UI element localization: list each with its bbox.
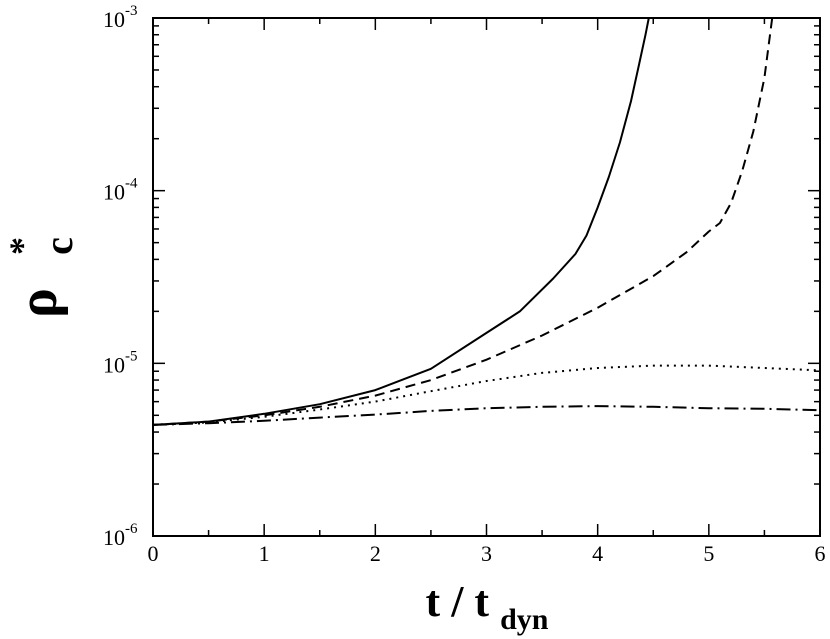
series-line-dashdot xyxy=(152,405,821,426)
y-tick-label-exponent: -5 xyxy=(125,348,138,364)
y-tick-label-base: 10 xyxy=(103,180,125,205)
axis-ticks xyxy=(152,17,821,537)
x-tick-label: 0 xyxy=(148,541,159,566)
y-axis-title-superscript: * xyxy=(2,237,42,255)
x-tick-label: 1 xyxy=(259,541,270,566)
x-axis-title-subscript: dyn xyxy=(500,603,549,636)
x-tick-label: 4 xyxy=(592,541,603,566)
series-line-dashed xyxy=(152,17,774,426)
y-tick-label-base: 10 xyxy=(103,525,125,550)
y-tick-label-exponent: -4 xyxy=(125,176,138,192)
x-axis-title: t / t dyn xyxy=(426,577,549,636)
series-line-solid xyxy=(152,17,650,426)
y-axis-title-subscript: c xyxy=(36,237,81,255)
x-tick-label: 3 xyxy=(481,541,492,566)
series-lines xyxy=(152,17,821,426)
y-tick-label-base: 10 xyxy=(103,7,125,32)
plot-frame xyxy=(152,17,821,537)
x-tick-label: 5 xyxy=(703,541,714,566)
y-axis-title-main: ρ xyxy=(7,288,69,318)
x-tick-label: 2 xyxy=(370,541,381,566)
x-tick-label: 6 xyxy=(815,541,826,566)
y-tick-label-exponent: -3 xyxy=(125,3,138,19)
y-tick-label-base: 10 xyxy=(103,352,125,377)
x-axis-title-main: t / t xyxy=(426,577,490,626)
axis-tick-labels: 0 1 2 3 4 5 610-610-510-410-3 xyxy=(103,3,826,566)
y-tick-label-exponent: -6 xyxy=(125,521,138,537)
series-line-dotted xyxy=(152,364,821,426)
